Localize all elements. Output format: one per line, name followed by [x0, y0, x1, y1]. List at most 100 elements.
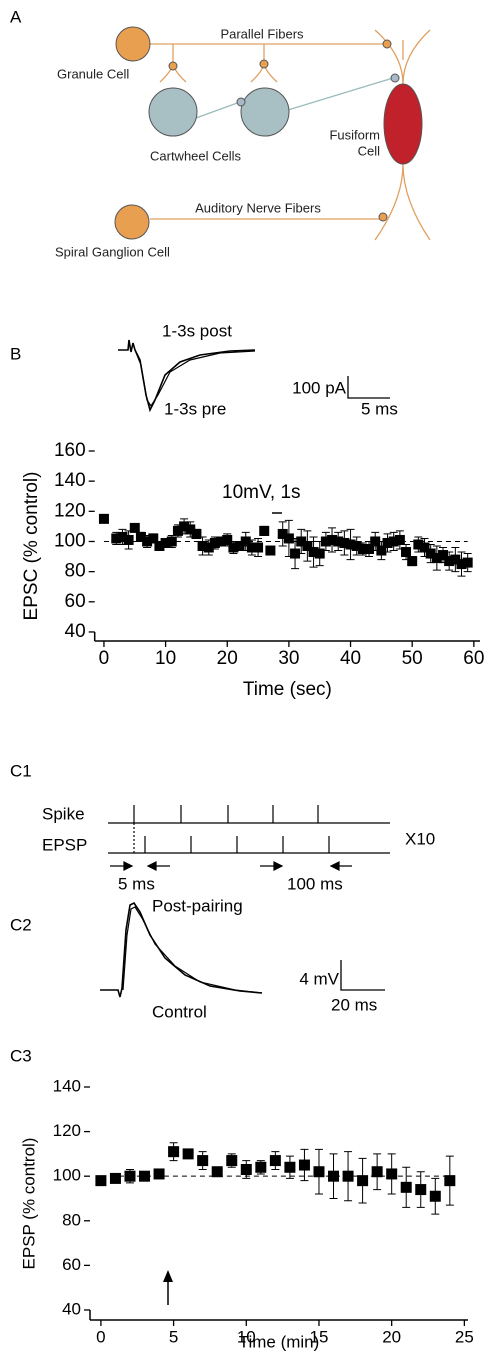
- x-tick-label: 20: [217, 648, 238, 669]
- marker: [148, 533, 159, 544]
- marker: [382, 537, 393, 548]
- y-tick-label: 140: [54, 470, 86, 491]
- diagram-label: Auditory Nerve Fibers: [195, 200, 321, 215]
- marker: [298, 1159, 310, 1171]
- x-axis-label: Time (sec): [243, 679, 332, 700]
- x-tick-label: 15: [310, 1327, 329, 1346]
- marker: [419, 542, 430, 553]
- marker: [314, 548, 325, 559]
- marker: [222, 534, 233, 545]
- marker: [172, 525, 183, 536]
- marker: [357, 1175, 369, 1187]
- trace: [122, 906, 263, 994]
- marker: [109, 1172, 121, 1184]
- panel-label: B: [10, 344, 21, 363]
- marker: [277, 528, 288, 539]
- marker: [240, 1163, 252, 1175]
- marker: [129, 522, 140, 533]
- marker: [415, 1184, 427, 1196]
- y-axis-label: EPSP (% control): [19, 1138, 38, 1270]
- marker: [351, 541, 362, 551]
- marker: [228, 542, 239, 553]
- marker: [255, 1161, 267, 1173]
- marker: [357, 544, 368, 555]
- panel-label: C3: [10, 1046, 32, 1065]
- marker: [111, 533, 122, 544]
- marker: [179, 521, 190, 532]
- y-tick-label: 80: [62, 1210, 81, 1229]
- marker: [185, 524, 196, 535]
- marker: [234, 541, 245, 551]
- panel-label: A: [10, 7, 22, 26]
- marker: [413, 539, 424, 550]
- protocol: [108, 805, 390, 871]
- marker: [197, 1155, 209, 1167]
- marker: [153, 1168, 165, 1180]
- diagram-label: Cell: [358, 143, 381, 158]
- y-axis-label: EPSC (% control): [21, 472, 42, 621]
- marker: [182, 1148, 194, 1160]
- marker: [429, 1190, 441, 1202]
- marker: [302, 541, 313, 551]
- interval-label: 5 ms: [118, 874, 155, 893]
- marker: [211, 1166, 223, 1178]
- marker: [209, 537, 220, 548]
- trace-label: Post-pairing: [152, 896, 243, 915]
- x-tick-label: 10: [237, 1327, 256, 1346]
- marker: [401, 547, 412, 558]
- marker: [226, 1155, 238, 1167]
- x-tick-label: 20: [382, 1327, 401, 1346]
- marker: [240, 536, 251, 547]
- marker: [370, 536, 381, 547]
- marker: [364, 544, 375, 555]
- scale-label: 4 mV: [299, 969, 339, 988]
- marker: [284, 1161, 296, 1173]
- diagram-label: Cartwheel Cells: [150, 148, 242, 163]
- marker: [431, 553, 442, 564]
- y-tick-label: 120: [54, 500, 86, 521]
- marker: [333, 536, 344, 547]
- y-tick-label: 60: [65, 591, 86, 612]
- y-tick-label: 40: [62, 1299, 81, 1318]
- trace-label: 1-3s post: [162, 321, 232, 340]
- panel-label: C2: [10, 915, 32, 934]
- y-tick-label: 100: [53, 1166, 81, 1185]
- marker: [444, 1175, 456, 1187]
- x-axis-label: Time (min): [239, 1332, 320, 1351]
- marker: [160, 537, 171, 548]
- marker: [197, 541, 208, 551]
- marker: [394, 534, 405, 545]
- marker: [216, 536, 227, 547]
- repeat-label: X10: [405, 829, 435, 848]
- row-label: Spike: [42, 804, 85, 823]
- marker: [342, 1170, 354, 1182]
- y-tick-label: 140: [53, 1076, 81, 1095]
- marker: [95, 1175, 107, 1187]
- marker: [265, 545, 276, 556]
- marker: [308, 547, 319, 558]
- marker: [166, 536, 177, 547]
- marker: [450, 554, 461, 565]
- marker: [386, 1168, 398, 1180]
- marker: [388, 536, 399, 547]
- row-label: EPSP: [42, 835, 87, 854]
- trace-label: Control: [152, 1002, 207, 1021]
- y-tick-label: 40: [65, 621, 86, 642]
- x-tick-label: 0: [96, 1327, 105, 1346]
- marker: [425, 548, 436, 559]
- marker: [269, 1155, 281, 1167]
- marker: [400, 1181, 412, 1193]
- marker: [283, 533, 294, 544]
- y-tick-label: 80: [65, 561, 86, 582]
- marker: [444, 556, 455, 567]
- scale-bar: [340, 960, 385, 991]
- panel-label: C1: [10, 761, 32, 780]
- marker: [154, 541, 165, 551]
- marker: [142, 536, 153, 547]
- marker: [135, 531, 146, 542]
- x-tick-label: 10: [155, 648, 176, 669]
- marker: [168, 1146, 180, 1158]
- trace-label: 1-3s pre: [164, 399, 226, 418]
- marker: [203, 542, 214, 553]
